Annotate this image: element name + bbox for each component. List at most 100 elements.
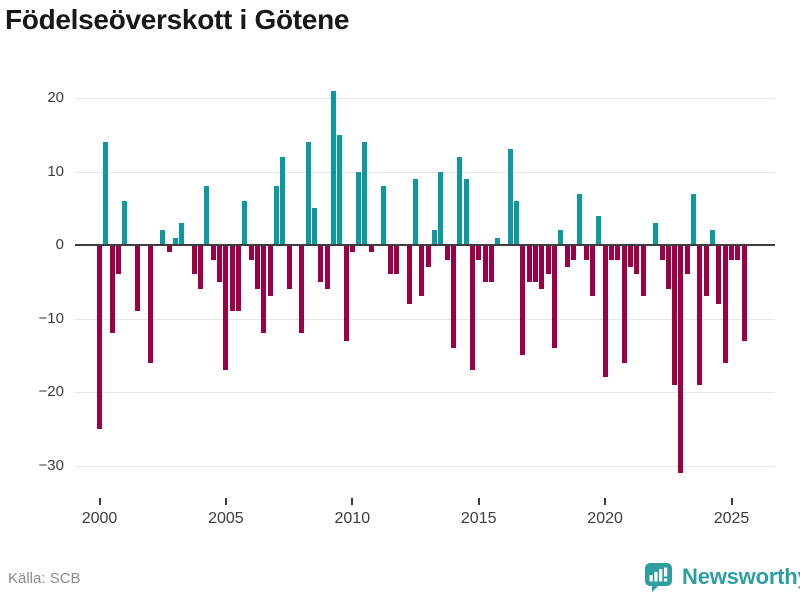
- y-axis-tick-label: −30: [38, 456, 64, 474]
- bar-negative: [318, 245, 324, 282]
- bar-positive: [514, 200, 520, 245]
- x-axis-tick-mark: [477, 498, 480, 505]
- bar-positive: [463, 178, 469, 245]
- gridline: [75, 98, 775, 99]
- newsworthy-logo-text: Newsworthy: [682, 564, 800, 589]
- bar-negative: [261, 245, 267, 334]
- y-axis-tick-label: 0: [55, 236, 64, 253]
- y-axis-tick-label: 10: [47, 162, 64, 180]
- bar-positive: [507, 149, 513, 245]
- bar-negative: [248, 245, 254, 260]
- bar-positive: [103, 142, 109, 245]
- gridline: [75, 465, 775, 467]
- newsworthy-logo-icon: [644, 562, 673, 592]
- bar-negative: [590, 245, 595, 297]
- bar-positive: [495, 237, 501, 245]
- x-axis-tick-label: 2010: [334, 510, 371, 527]
- bar-positive: [438, 171, 444, 245]
- zero-axis-line: [75, 244, 775, 246]
- bar-negative: [672, 245, 678, 385]
- bar-negative: [722, 245, 728, 363]
- bar-positive: [337, 134, 343, 246]
- bar-positive: [280, 156, 286, 245]
- bar-negative: [166, 245, 172, 253]
- bar-negative: [482, 245, 488, 282]
- bar-negative: [564, 245, 570, 267]
- bar-positive: [457, 156, 463, 245]
- bar-negative: [116, 245, 121, 275]
- bar-positive: [710, 230, 715, 245]
- bar-negative: [665, 245, 671, 290]
- bar-negative: [217, 245, 223, 282]
- bar-positive: [653, 222, 659, 245]
- chart-title: Födelseöverskott i Götene: [5, 4, 350, 35]
- bar-negative: [425, 245, 431, 267]
- bar-negative: [286, 245, 292, 290]
- bar-negative: [134, 245, 140, 312]
- x-axis-tick-label: 2025: [713, 510, 750, 527]
- bar-negative: [147, 245, 153, 363]
- bar-negative: [223, 245, 229, 370]
- x-axis-tick-mark: [351, 498, 354, 505]
- bar-positive: [356, 171, 362, 245]
- gridline: [75, 318, 775, 320]
- bar-negative: [97, 245, 102, 429]
- bar-positive: [691, 193, 697, 245]
- bar-negative: [210, 245, 216, 260]
- bar-negative: [615, 245, 621, 260]
- bar-positive: [558, 230, 564, 245]
- bar-negative: [640, 245, 646, 297]
- bar-positive: [242, 200, 248, 245]
- bar-positive: [172, 237, 178, 245]
- x-axis-tick-label: 2005: [208, 510, 244, 527]
- bar-negative: [198, 245, 204, 290]
- bar-negative: [488, 245, 494, 282]
- x-axis-tick-label: 2000: [81, 510, 118, 527]
- bar-positive: [432, 230, 437, 245]
- bar-negative: [255, 245, 260, 290]
- bar-positive: [311, 208, 317, 246]
- bar-positive: [204, 186, 210, 245]
- bar-negative: [387, 245, 393, 275]
- bar-positive: [596, 215, 602, 245]
- bar-negative: [299, 245, 305, 334]
- bar-positive: [577, 193, 583, 245]
- bar-positive: [179, 222, 185, 245]
- bar-negative: [324, 245, 330, 290]
- bar-negative: [741, 245, 747, 341]
- bar-negative: [229, 245, 235, 312]
- bar-positive: [413, 178, 418, 245]
- bar-positive: [330, 90, 336, 245]
- bar-positive: [305, 142, 311, 245]
- x-axis-tick-mark: [98, 498, 101, 505]
- bar-negative: [349, 245, 355, 253]
- gridline: [75, 171, 775, 173]
- bar-positive: [160, 230, 166, 245]
- bar-negative: [735, 245, 741, 260]
- bar-negative: [621, 245, 627, 363]
- bar-negative: [627, 245, 633, 267]
- bar-negative: [476, 245, 482, 260]
- bar-negative: [539, 245, 545, 290]
- bar-negative: [406, 245, 412, 304]
- x-axis-tick-label: 2015: [460, 510, 497, 527]
- bar-negative: [684, 245, 690, 275]
- bar-negative: [533, 245, 539, 282]
- y-axis-tick-label: 20: [47, 89, 64, 106]
- gridline: [75, 392, 775, 393]
- bar-positive: [381, 186, 387, 245]
- x-axis-tick-mark: [604, 498, 607, 505]
- bar-negative: [469, 245, 475, 370]
- bar-negative: [678, 245, 684, 473]
- bar-positive: [122, 200, 128, 245]
- bar-negative: [729, 245, 734, 260]
- newsworthy-logo[interactable]: Newsworthy: [644, 562, 800, 592]
- bar-negative: [602, 245, 608, 378]
- bar-negative: [697, 245, 703, 385]
- bar-negative: [571, 245, 576, 260]
- x-axis-tick-mark: [730, 498, 733, 505]
- bar-negative: [659, 245, 665, 260]
- source-attribution: Källa: SCB: [8, 570, 81, 587]
